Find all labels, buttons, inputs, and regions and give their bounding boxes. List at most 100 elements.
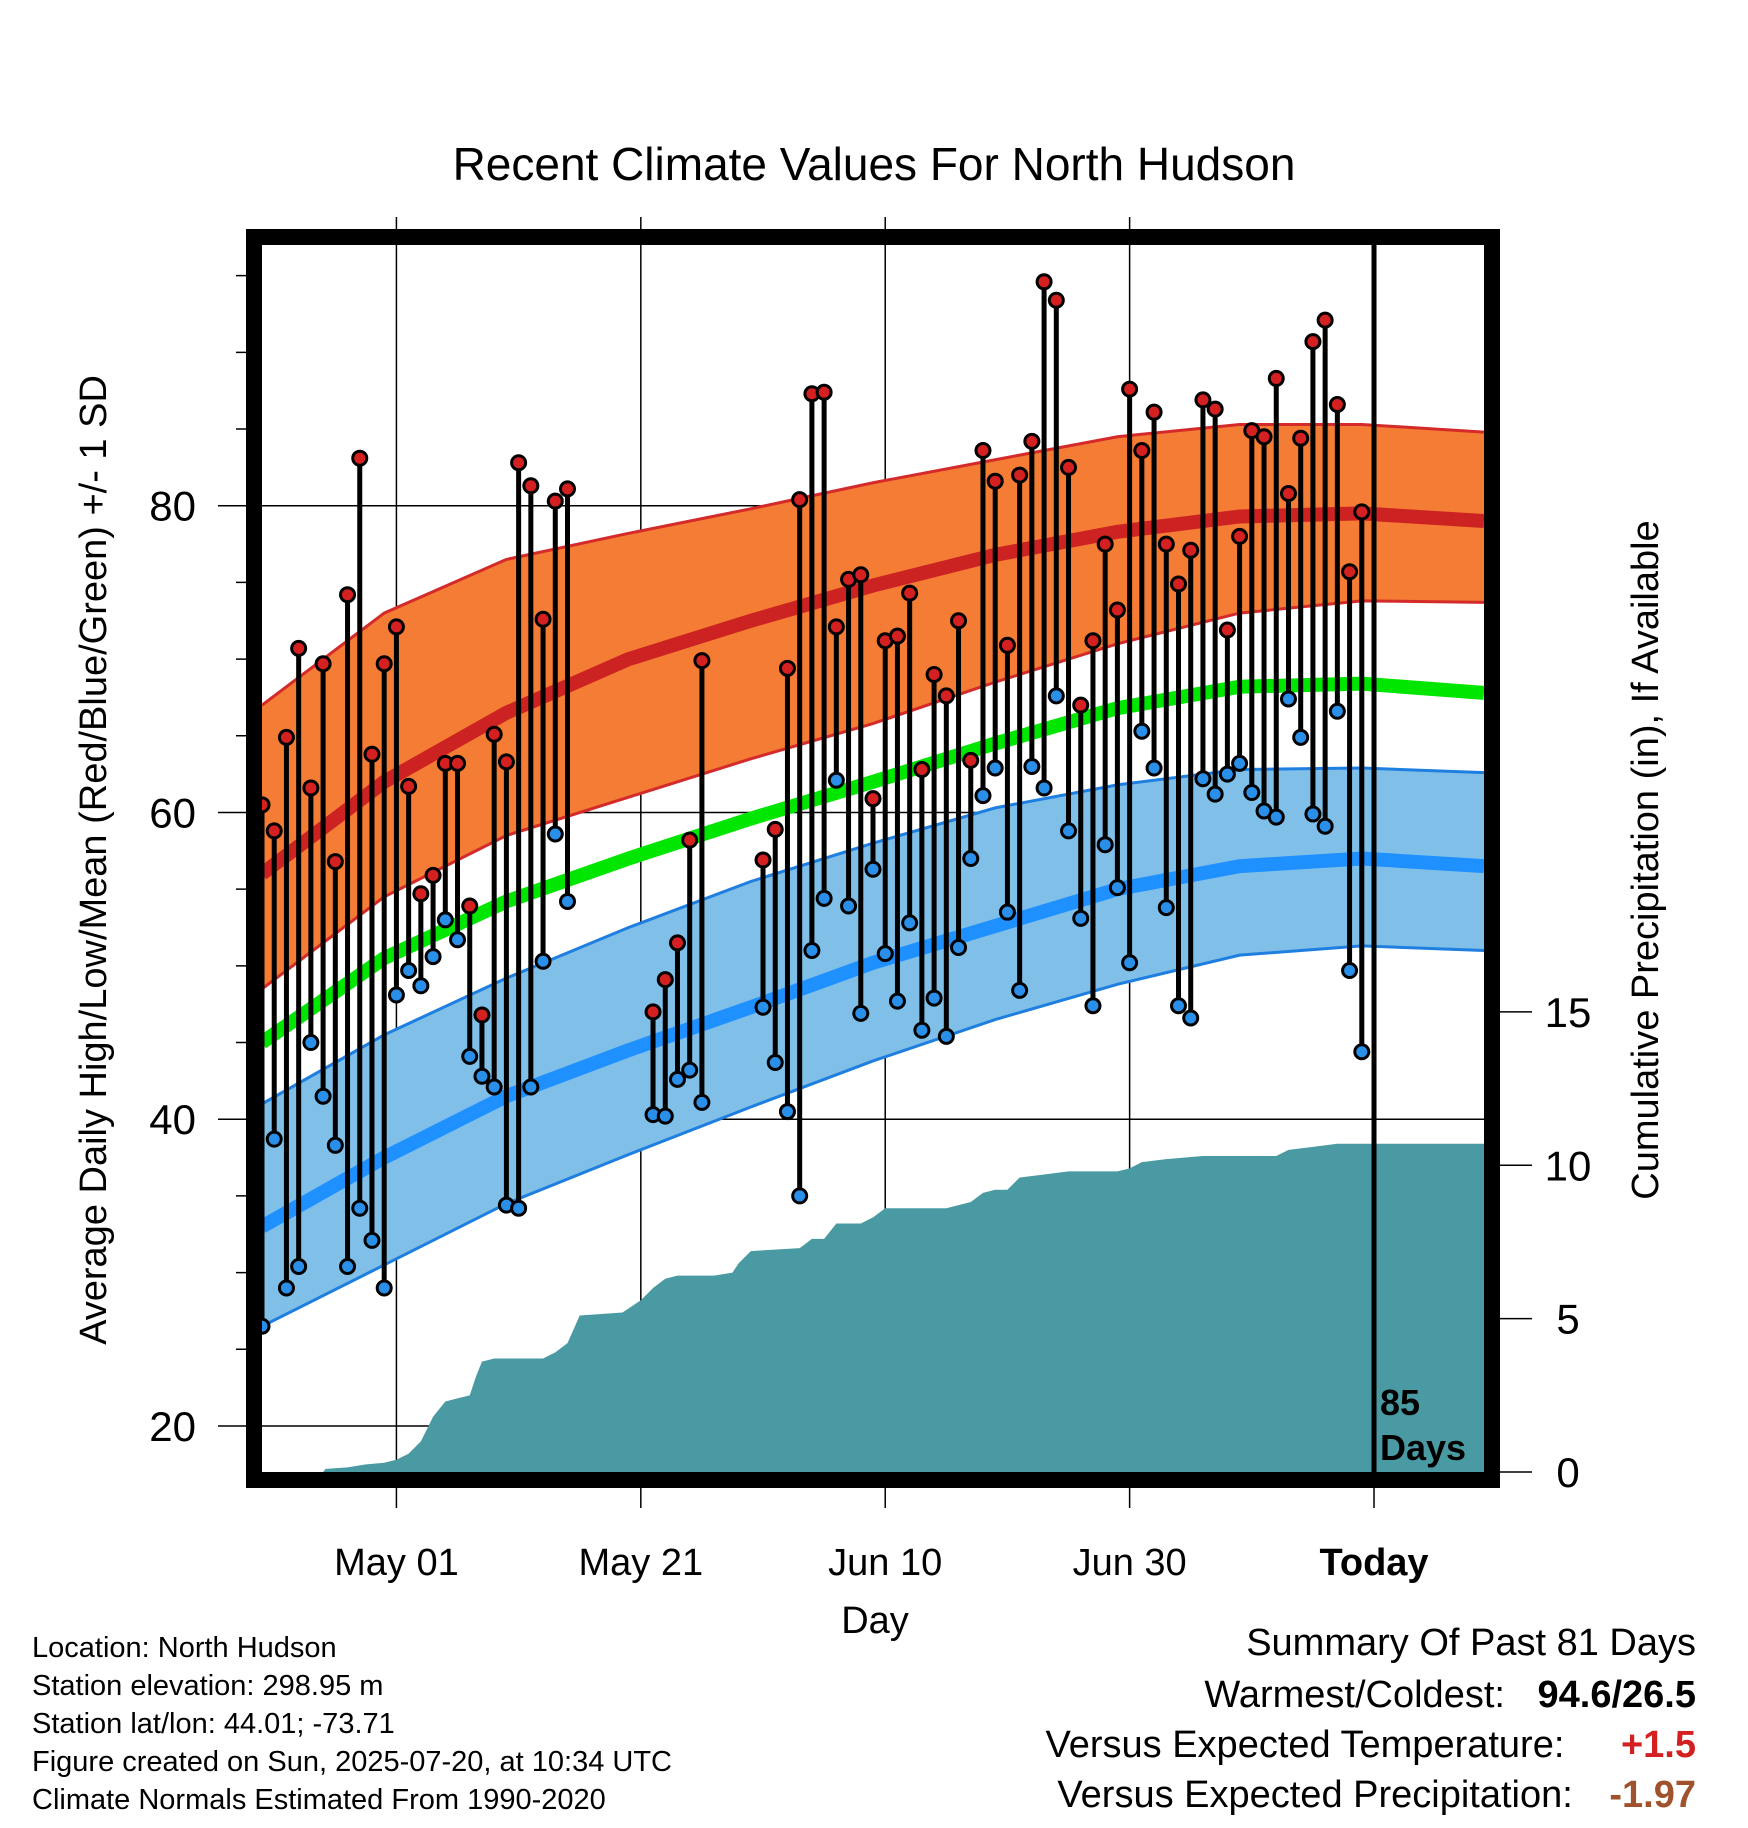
daily-high-point (986, 472, 1004, 490)
daily-high-point (351, 449, 369, 467)
daily-high-point (1084, 632, 1102, 650)
daily-high-point (1035, 273, 1053, 291)
daily-high-point (546, 492, 564, 510)
low-sd-band-lower-edge (262, 944, 1484, 1328)
daily-low-point (424, 948, 442, 966)
daily-low-point (840, 897, 858, 915)
daily-low-point (302, 1034, 320, 1052)
daily-high-point (693, 652, 711, 670)
high-sd-band-lower-edge (262, 599, 1484, 991)
daily-low-point (1182, 1009, 1200, 1027)
summary-precip: Versus Expected Precipitation: -1.97 (1057, 1774, 1696, 1817)
daily-high-point (925, 665, 943, 683)
daily-low-point (1328, 702, 1346, 720)
summary-temp-value: +1.5 (1620, 1724, 1696, 1766)
daily-high-point (314, 655, 332, 673)
daily-high-point (950, 612, 968, 630)
summary-temp: Versus Expected Temperature: +1.5 (1045, 1724, 1696, 1767)
daily-low-point (1231, 754, 1249, 772)
daily-high-point (1121, 380, 1139, 398)
daily-low-point (1316, 817, 1334, 835)
x-axis-label: Day (841, 1600, 909, 1642)
daily-high-point (534, 610, 552, 628)
daily-low-point (913, 1021, 931, 1039)
info-location: Location: North Hudson (32, 1632, 337, 1664)
daily-low-point (1145, 759, 1163, 777)
daily-high-point (1157, 535, 1175, 553)
daily-high-point (522, 477, 540, 495)
daily-low-point (888, 992, 906, 1010)
daily-high-point (791, 491, 809, 509)
info-latlon: Station lat/lon: 44.01; -73.71 (32, 1708, 395, 1740)
chart-title: Recent Climate Values For North Hudson (453, 138, 1296, 190)
daily-low-point (262, 1317, 271, 1335)
x-tick-label: Today (1319, 1542, 1428, 1584)
daily-low-point (852, 1004, 870, 1022)
x-tick-label: May 01 (334, 1542, 459, 1584)
daily-high-point (449, 754, 467, 772)
daily-low-point (901, 914, 919, 932)
daily-high-point (473, 1006, 491, 1024)
daily-low-point (693, 1093, 711, 1111)
daily-low-point (791, 1187, 809, 1205)
daily-low-point (1341, 961, 1359, 979)
daily-low-point (803, 942, 821, 960)
daily-high-point (1206, 400, 1224, 418)
y-tick-label-left: 80 (149, 483, 196, 530)
daily-high-point (1194, 391, 1212, 409)
daily-high-point (326, 853, 344, 871)
daily-low-point (534, 952, 552, 970)
daily-high-point (290, 639, 308, 657)
daily-low-point (449, 931, 467, 949)
daily-low-point (827, 771, 845, 789)
daily-high-point (778, 659, 796, 677)
normal-low-line (262, 851, 1484, 1233)
summary-warm-cold-label: Warmest/Coldest: (1204, 1674, 1505, 1716)
daily-low-point (1047, 687, 1065, 705)
daily-low-point (986, 759, 1004, 777)
daily-high-point (962, 751, 980, 769)
daily-low-point (778, 1103, 796, 1121)
x-tick-label: Jun 10 (828, 1542, 942, 1584)
daily-high-point (510, 454, 528, 472)
daily-low-point (559, 892, 576, 910)
daily-high-point (1023, 432, 1041, 450)
daily-low-point (1108, 879, 1126, 897)
daily-high-point (1279, 484, 1297, 502)
info-elevation: Station elevation: 298.95 m (32, 1670, 384, 1702)
daily-low-point (461, 1047, 479, 1065)
daily-high-point (937, 687, 955, 705)
daily-high-point (1047, 291, 1065, 309)
daily-low-point (1072, 909, 1090, 927)
daily-low-point (265, 1130, 283, 1148)
y-tick-label-right: 0 (1556, 1449, 1579, 1496)
daily-high-point (363, 745, 381, 763)
daily-high-point (888, 627, 906, 645)
precip-area (323, 1143, 1484, 1472)
daily-low-point (363, 1231, 381, 1249)
daily-high-point (1328, 396, 1346, 414)
daily-low-point (864, 860, 882, 878)
x-tick-label: May 21 (579, 1542, 704, 1584)
high-sd-band-upper-edge (262, 422, 1484, 707)
daily-low-point (339, 1257, 357, 1275)
daily-high-point (1353, 503, 1371, 521)
daily-high-point (766, 820, 784, 838)
daily-low-point (1243, 784, 1261, 802)
daily-low-point (436, 911, 454, 929)
daily-high-point (1011, 466, 1029, 484)
daily-high-point (1231, 527, 1249, 545)
daily-low-point (681, 1061, 699, 1079)
y-tick-label-left: 60 (149, 789, 196, 836)
daily-low-point (925, 989, 943, 1007)
daily-low-point (1096, 836, 1114, 854)
daily-low-point (412, 977, 430, 995)
daily-high-point (656, 971, 674, 989)
daily-low-point (546, 825, 564, 843)
daily-high-point (559, 480, 576, 498)
daily-high-point (1316, 311, 1334, 329)
daily-high-point (815, 383, 833, 401)
daily-high-point (262, 796, 271, 814)
daily-high-point (387, 618, 405, 636)
